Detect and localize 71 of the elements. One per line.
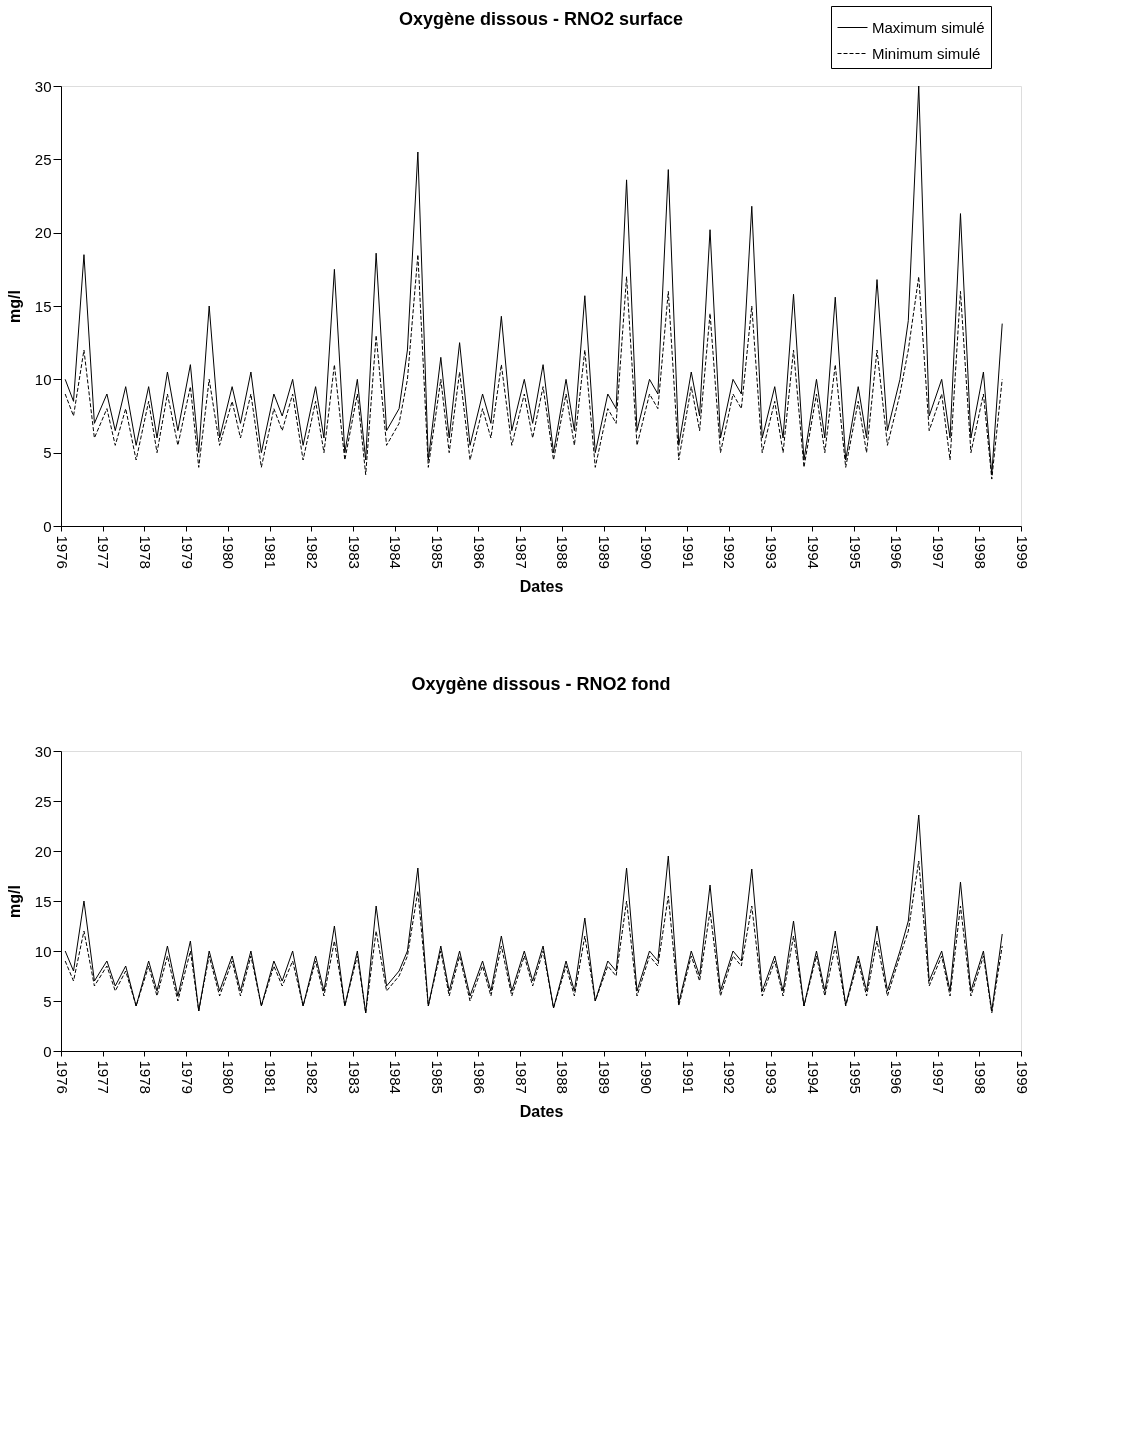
- x-tick-label: 1991: [679, 1060, 697, 1094]
- y-tick-label: 10: [34, 942, 52, 960]
- x-tick-label: 1987: [512, 1060, 530, 1094]
- y-tick-label: 30: [34, 742, 52, 760]
- legend-label: Maximum simulé: [872, 18, 985, 36]
- x-tick-label: 1985: [429, 1060, 447, 1094]
- y-tick-label: 15: [34, 892, 52, 910]
- legend-label: Minimum simulé: [872, 44, 981, 62]
- x-tick-label: 1981: [262, 535, 280, 569]
- x-tick-label: 1993: [763, 1060, 781, 1094]
- x-axis-title: Dates: [519, 577, 564, 595]
- x-tick-label: 1988: [554, 1060, 572, 1094]
- x-tick-label: 1998: [971, 535, 989, 569]
- x-tick-label: 1997: [930, 535, 948, 569]
- y-axis-title: mg/l: [5, 290, 23, 323]
- x-tick-label: 1993: [763, 535, 781, 569]
- x-tick-label: 1994: [804, 535, 822, 569]
- x-tick-label: 1980: [220, 1060, 238, 1094]
- y-tick-label: 20: [34, 842, 52, 860]
- y-tick-label: 5: [43, 444, 52, 462]
- x-tick-label: 1979: [178, 535, 196, 569]
- x-tick-label: 1978: [136, 535, 154, 569]
- x-tick-label: 1983: [345, 535, 363, 569]
- x-tick-label: 1985: [429, 535, 447, 569]
- y-tick-label: 25: [34, 792, 52, 810]
- x-tick-label: 1995: [846, 1060, 864, 1094]
- x-axis-title: Dates: [519, 1102, 564, 1120]
- y-tick-label: 15: [34, 297, 52, 315]
- y-tick-label: 0: [43, 517, 52, 535]
- x-tick-label: 1989: [596, 1060, 614, 1094]
- x-tick-label: 1982: [303, 535, 321, 569]
- x-tick-label: 1991: [679, 535, 697, 569]
- x-tick-label: 1984: [387, 1060, 405, 1094]
- x-tick-label: 1990: [637, 1060, 655, 1094]
- x-tick-label: 1999: [1013, 1060, 1031, 1094]
- y-tick-label: 25: [34, 150, 52, 168]
- x-tick-label: 1986: [470, 535, 488, 569]
- y-tick-label: 5: [43, 992, 52, 1010]
- x-tick-label: 1998: [971, 1060, 989, 1094]
- x-tick-label: 1980: [220, 535, 238, 569]
- y-tick-label: 10: [34, 370, 52, 388]
- x-tick-label: 1999: [1013, 535, 1031, 569]
- x-tick-label: 1976: [53, 1060, 71, 1094]
- x-tick-label: 1983: [345, 1060, 363, 1094]
- y-tick-label: 30: [34, 77, 52, 95]
- x-tick-label: 1979: [178, 1060, 196, 1094]
- x-tick-label: 1988: [554, 535, 572, 569]
- x-tick-label: 1994: [804, 1060, 822, 1094]
- x-tick-label: 1977: [95, 535, 113, 569]
- x-tick-label: 1987: [512, 535, 530, 569]
- x-tick-label: 1990: [637, 535, 655, 569]
- x-tick-label: 1996: [888, 1060, 906, 1094]
- line-series: [64, 814, 1003, 1014]
- x-tick-label: 1978: [136, 1060, 154, 1094]
- y-tick-label: 0: [43, 1042, 52, 1060]
- x-tick-label: 1981: [262, 1060, 280, 1094]
- x-tick-label: 1982: [303, 1060, 321, 1094]
- x-tick-label: 1986: [470, 1060, 488, 1094]
- x-tick-label: 1989: [596, 535, 614, 569]
- x-tick-label: 1997: [930, 1060, 948, 1094]
- y-axis-title: mg/l: [5, 885, 23, 918]
- x-tick-label: 1992: [721, 535, 739, 569]
- x-tick-label: 1995: [846, 535, 864, 569]
- x-tick-label: 1977: [95, 1060, 113, 1094]
- x-tick-label: 1976: [53, 535, 71, 569]
- x-tick-label: 1992: [721, 1060, 739, 1094]
- chart-title: Oxygène dissous - RNO2 fond: [411, 674, 671, 694]
- y-tick-label: 20: [34, 224, 52, 242]
- x-tick-label: 1996: [888, 535, 906, 569]
- chart-title: Oxygène dissous - RNO2 surface: [398, 9, 684, 29]
- x-tick-label: 1984: [387, 535, 405, 569]
